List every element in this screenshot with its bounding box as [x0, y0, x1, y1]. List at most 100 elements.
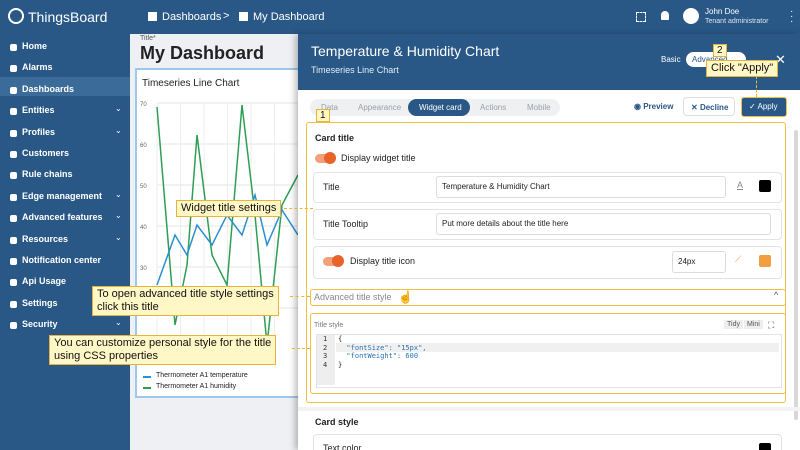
expand-chevron[interactable]: ⌄ — [115, 318, 122, 328]
editor-label: Title style — [314, 322, 344, 329]
sidebar-icon — [10, 236, 17, 244]
sidebar-icon — [10, 258, 17, 265]
toggle[interactable] — [323, 255, 344, 267]
apply-button[interactable]: ✓ Apply — [741, 97, 787, 117]
mode-basic[interactable]: Basic — [661, 55, 681, 64]
sidebar-item[interactable]: Api Usage — [22, 276, 67, 287]
card-title-section — [306, 122, 786, 403]
avatar[interactable] — [683, 8, 699, 24]
notifications-button[interactable] — [661, 11, 669, 20]
breadcrumb-separator: > — [223, 10, 230, 22]
sidebar-icon — [10, 215, 17, 223]
sidebar-icon — [10, 193, 17, 201]
sidebar-item[interactable]: Resources — [22, 233, 69, 244]
font-button[interactable]: A — [737, 180, 744, 190]
legend-swatch — [143, 387, 151, 389]
preview-label: Preview — [643, 102, 674, 111]
sidebar-icon — [10, 300, 17, 308]
sidebar-icon — [10, 86, 17, 94]
field-label: Title — [323, 182, 340, 192]
advanced-style-label[interactable]: Advanced title style — [314, 292, 392, 302]
icon-size-input[interactable]: 24px — [672, 251, 726, 273]
callout-line: using CSS properties — [54, 350, 158, 362]
expand-chevron[interactable]: ⌄ — [115, 125, 122, 135]
collapse-icon[interactable]: ^ — [774, 290, 779, 300]
expand-button[interactable]: ⛶ — [768, 320, 775, 330]
sidebar-item[interactable]: Security — [22, 319, 58, 330]
toggle[interactable] — [315, 152, 336, 164]
color-swatch[interactable] — [759, 443, 771, 450]
sidebar-item[interactable]: Entities — [22, 105, 55, 116]
callout-line: To open advanced title style settings — [97, 288, 274, 300]
expand-chevron[interactable]: ⌄ — [115, 211, 122, 221]
sidebar-icon — [10, 129, 17, 137]
tab[interactable]: Appearance — [358, 103, 402, 112]
text-color-row — [313, 434, 782, 450]
sidebar-item[interactable]: Notification center — [22, 255, 102, 265]
panel-title: Temperature & Humidity Chart — [311, 43, 500, 59]
tab[interactable]: Widget card — [419, 103, 462, 112]
expand-chevron[interactable]: ⌄ — [115, 189, 122, 199]
breadcrumb[interactable]: Dashboards — [162, 11, 222, 23]
tab[interactable]: Data — [321, 103, 338, 112]
sidebar-item[interactable]: Advanced features — [22, 212, 103, 223]
close-button[interactable]: ✕ — [775, 52, 786, 67]
sidebar-item[interactable]: Dashboards — [22, 83, 75, 94]
expand-chevron[interactable]: ⌄ — [115, 104, 122, 114]
callout-line: click this title — [97, 301, 159, 313]
y-tick-label: 30 — [140, 266, 147, 272]
apply-label: Apply — [757, 102, 778, 111]
section-heading: Card style — [315, 417, 359, 427]
expand-chevron[interactable]: ⌄ — [115, 232, 122, 242]
user-menu[interactable]: · · · — [790, 6, 794, 27]
legend-item[interactable]: Thermometer A1 temperature — [156, 372, 248, 379]
decline-label: Decline — [699, 103, 729, 112]
callout-connector — [284, 208, 313, 209]
tooltip-input[interactable]: Put more details about the title here — [436, 213, 771, 235]
step-badge: 2 — [713, 44, 727, 57]
field-label: Title Tooltip — [323, 219, 369, 229]
sidebar-item[interactable]: Customers — [22, 148, 70, 158]
tidy-button[interactable]: Tidy — [724, 320, 743, 329]
panel-subtitle: Timeseries Line Chart — [311, 65, 399, 75]
section-heading: Card title — [315, 133, 355, 143]
title-style-editor — [310, 313, 786, 394]
css-callout: You can customize personal style for the… — [49, 335, 277, 365]
breadcrumb-icon — [148, 12, 157, 21]
decline-button[interactable]: ✕ Decline — [683, 97, 735, 116]
title-input[interactable]: Temperature & Humidity Chart — [436, 176, 726, 198]
section-gap — [298, 407, 800, 411]
preview-button[interactable]: ◉ Preview — [634, 102, 674, 111]
callout-connector — [292, 348, 310, 349]
sidebar-icon — [10, 322, 17, 330]
sidebar-item[interactable]: Settings — [22, 297, 58, 308]
sidebar-item[interactable]: Alarms — [22, 62, 53, 73]
advanced-style-header[interactable] — [310, 289, 786, 306]
widget-chart: 706050403020 — [140, 102, 299, 346]
cursor: ☝ — [398, 290, 413, 304]
tab[interactable]: Actions — [480, 103, 507, 112]
y-tick-label: 70 — [140, 102, 147, 108]
sidebar-icon — [10, 65, 17, 73]
icon-button[interactable]: ⟋ — [735, 254, 742, 264]
sidebar-item[interactable]: Home — [22, 41, 48, 51]
sidebar-icon — [10, 279, 17, 287]
callout-line: You can customize personal style for the… — [54, 337, 272, 349]
color-swatch[interactable] — [759, 180, 771, 192]
tab[interactable]: Mobile — [527, 103, 551, 112]
sidebar-item[interactable]: Profiles — [22, 126, 56, 137]
sidebar-icon — [10, 151, 17, 158]
sidebar-item[interactable]: Rule chains — [22, 169, 73, 180]
logo[interactable]: ThingsBoard — [28, 9, 108, 25]
active-item-bg — [0, 77, 130, 96]
color-swatch[interactable] — [759, 255, 771, 267]
title-label: Title* — [140, 35, 156, 42]
sidebar-icon — [10, 44, 17, 51]
mini-button[interactable]: Mini — [744, 320, 763, 329]
sidebar-item[interactable]: Edge management — [22, 190, 103, 201]
field-label: Text color — [323, 443, 362, 450]
legend-item[interactable]: Thermometer A1 humidity — [156, 383, 237, 390]
fullscreen-button[interactable] — [636, 12, 646, 22]
sidebar-icon — [10, 172, 17, 180]
top-bar — [0, 0, 800, 34]
